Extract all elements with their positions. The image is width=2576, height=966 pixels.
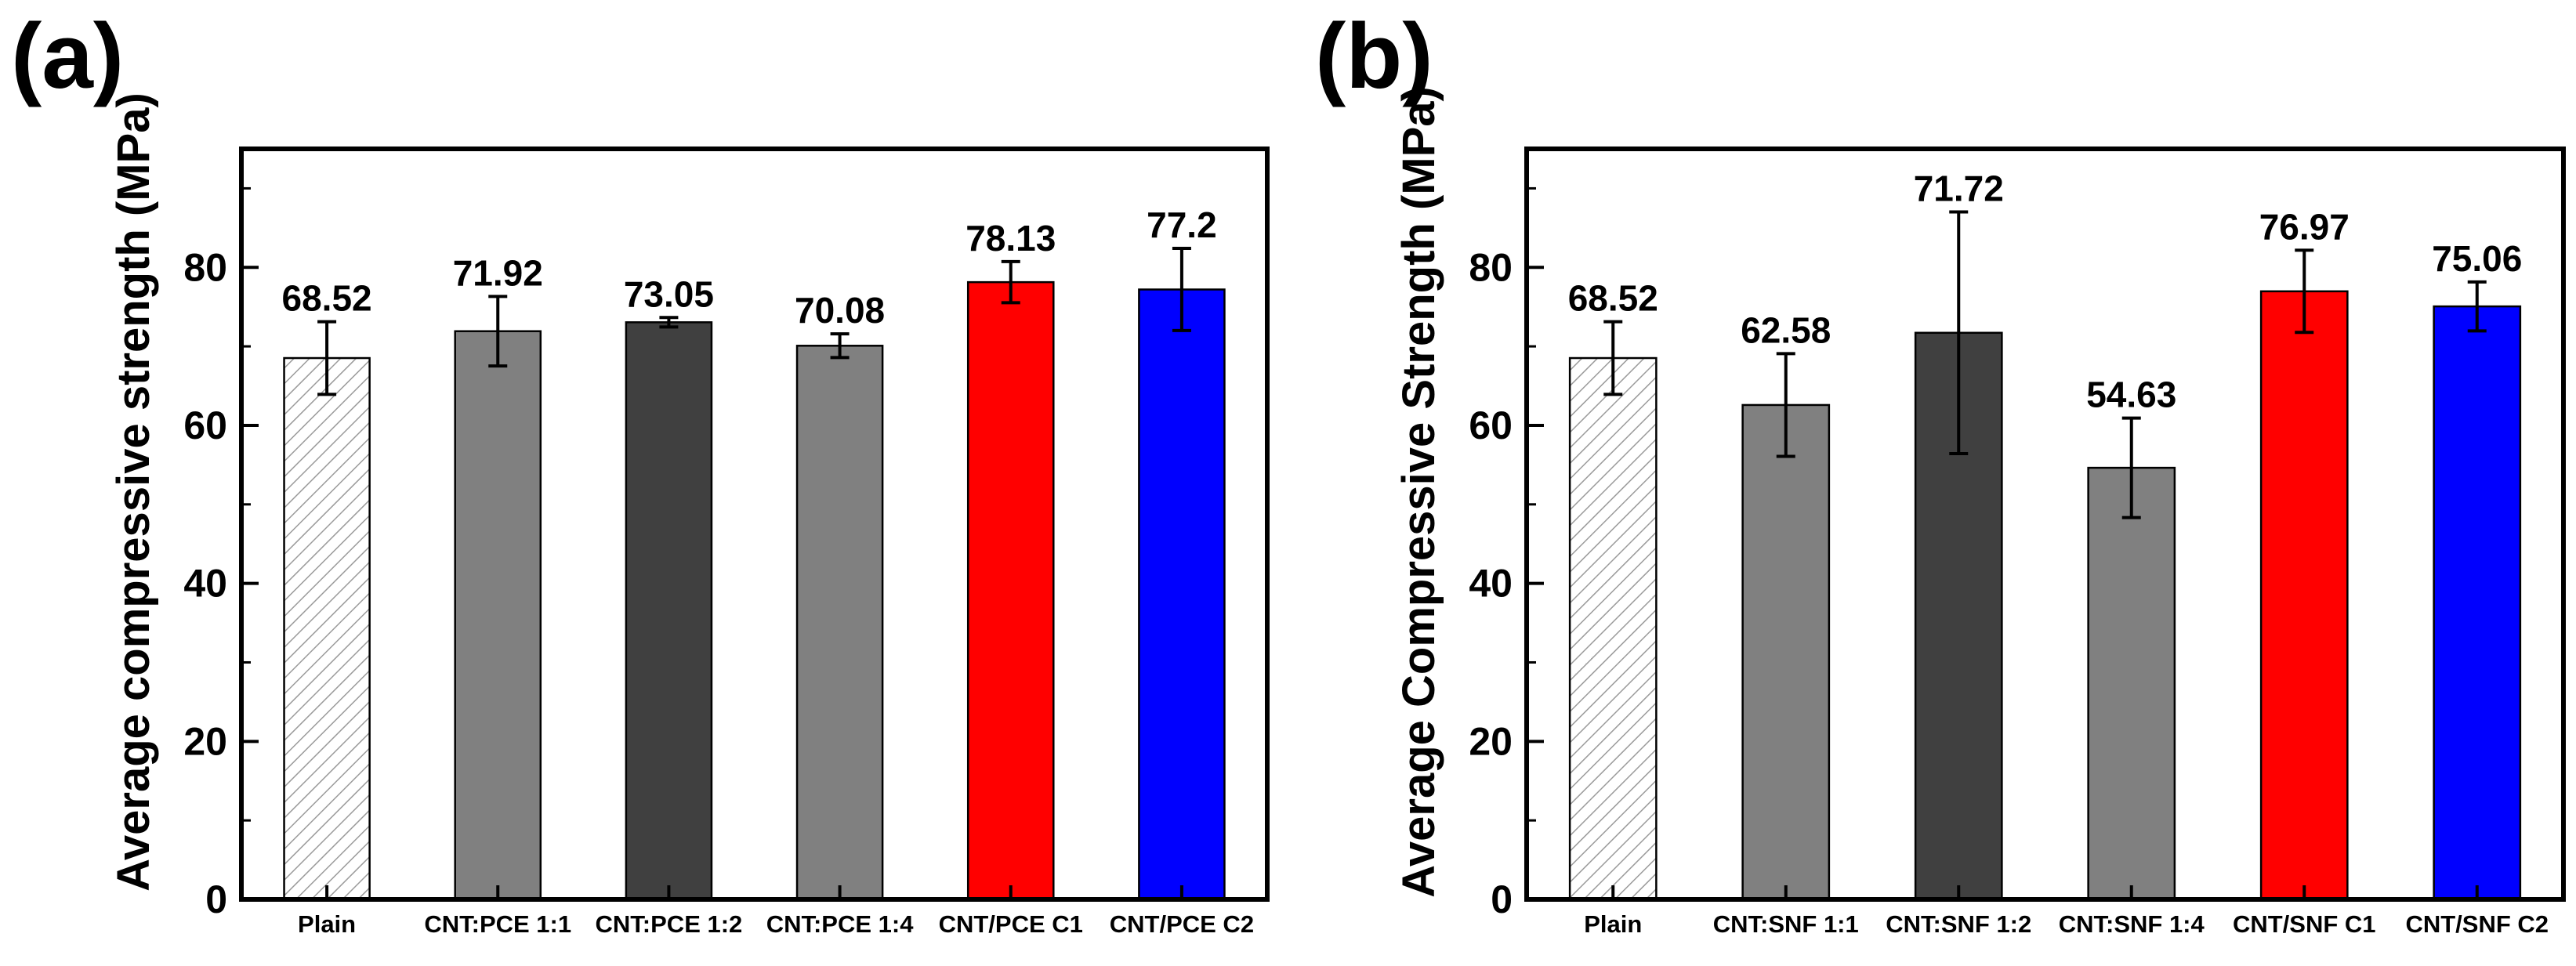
- data-label: 54.63: [2086, 374, 2176, 415]
- y-axis-label-a: Average compressive strength (MPa): [108, 92, 159, 892]
- y-tick-label: 0: [1491, 877, 1513, 921]
- bar: [2433, 305, 2522, 901]
- bar: [625, 321, 713, 901]
- y-tick-label: 80: [1469, 245, 1513, 289]
- y-tick-label: 60: [1469, 403, 1513, 447]
- x-category-label: CNT:PCE 1:2: [596, 910, 743, 938]
- x-category-label: Plain: [298, 910, 356, 938]
- data-label: 68.52: [282, 278, 372, 319]
- y-tick-label: 20: [183, 719, 227, 763]
- y-tick-label: 80: [183, 245, 227, 289]
- chart-panel-b: (b) Average Compressive Strength (MPa) 0…: [1315, 5, 2566, 938]
- x-category-label: CNT/SNF C1: [2233, 910, 2376, 938]
- panel-label-a: (a): [11, 5, 124, 108]
- x-category-label: CNT:SNF 1:1: [1713, 910, 1859, 938]
- bar: [283, 356, 371, 901]
- x-category-label: Plain: [1584, 910, 1642, 938]
- chart-marks-a: 0 20 40 60 80 68.52 Plain 71.92 CNT:PCE 1:1 73.05…: [183, 147, 1270, 938]
- y-tick-label: 40: [1469, 562, 1513, 606]
- data-label: 73.05: [624, 273, 714, 314]
- bar: [2259, 290, 2349, 901]
- bar: [1138, 288, 1226, 901]
- data-label: 70.08: [795, 290, 885, 331]
- bar: [795, 345, 884, 901]
- y-tick-label: 20: [1469, 719, 1513, 763]
- y-tick-label: 0: [205, 877, 227, 921]
- x-category-label: CNT/PCE C1: [939, 910, 1083, 938]
- bar: [1741, 403, 1831, 901]
- bar: [454, 330, 542, 901]
- x-category-label: CNT:SNF 1:4: [2059, 910, 2205, 938]
- chart-panel-a: (a) Average compressive strength (MPa) 0…: [11, 5, 1270, 938]
- y-tick-label: 60: [183, 403, 227, 447]
- x-category-label: CNT:PCE 1:4: [766, 910, 915, 938]
- data-label: 68.52: [1568, 278, 1658, 319]
- data-label: 62.58: [1741, 309, 1831, 350]
- plot-frame: [1524, 147, 2566, 902]
- plot-frame: [239, 147, 1270, 902]
- data-label: 77.2: [1147, 204, 1217, 245]
- data-label: 75.06: [2432, 238, 2522, 279]
- chart-marks-b: 0 20 40 60 80 68.52 Plain 62.58 CNT:SNF 1:1 71.72…: [1469, 147, 2566, 938]
- panel-label-b: (b): [1315, 5, 1433, 108]
- y-axis-label-b: Average Compressive Strength (MPa): [1393, 86, 1444, 898]
- bar: [1568, 356, 1658, 901]
- x-category-label: CNT:SNF 1:2: [1886, 910, 2031, 938]
- data-label: 76.97: [2259, 206, 2350, 247]
- data-label: 78.13: [966, 218, 1056, 259]
- data-label: 71.92: [453, 252, 543, 293]
- x-category-label: CNT/PCE C2: [1110, 910, 1254, 938]
- x-category-label: CNT/SNF C2: [2405, 910, 2549, 938]
- bar: [966, 280, 1055, 901]
- y-tick-label: 40: [183, 562, 227, 606]
- data-label: 71.72: [1914, 168, 2004, 208]
- bar: [2087, 466, 2176, 901]
- x-category-label: CNT:PCE 1:1: [424, 910, 571, 938]
